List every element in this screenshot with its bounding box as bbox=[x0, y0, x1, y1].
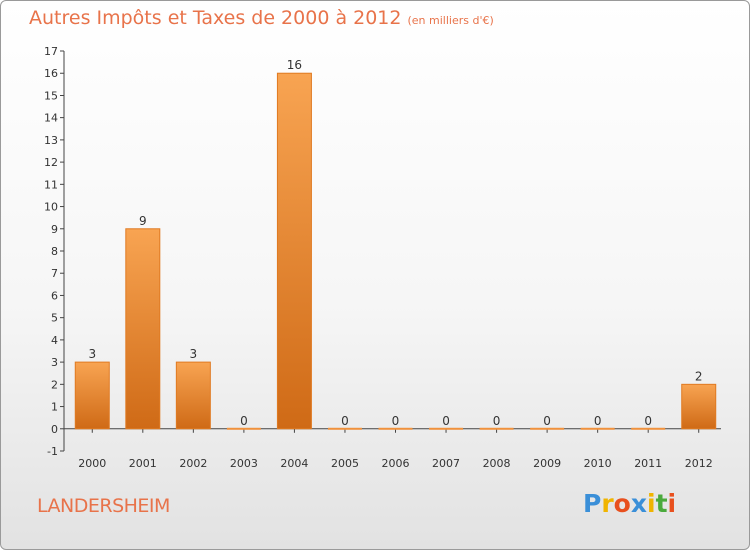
y-tick-label: 2 bbox=[51, 378, 58, 391]
chart-unit: (en milliers d'€) bbox=[407, 14, 494, 27]
bar bbox=[125, 228, 161, 430]
bar bbox=[378, 427, 413, 430]
y-tick-label: 14 bbox=[44, 112, 58, 125]
bar bbox=[681, 383, 717, 430]
value-labels: 3 9 3 0 16 0 0 0 0 0 0 0 2 bbox=[88, 58, 702, 428]
bar bbox=[631, 427, 666, 430]
y-tick-label: 7 bbox=[51, 267, 58, 280]
y-tick-label: 15 bbox=[44, 89, 58, 102]
bar bbox=[327, 427, 362, 430]
value-label: 0 bbox=[392, 414, 400, 428]
logo-letter: P bbox=[583, 489, 602, 518]
y-tick-label: 10 bbox=[44, 201, 58, 214]
x-tick-label: 2008 bbox=[483, 457, 511, 470]
commune-name: LANDERSHEIM bbox=[37, 495, 170, 517]
x-tick-label: 2005 bbox=[331, 457, 359, 470]
y-tick-label: 6 bbox=[51, 289, 58, 302]
bar bbox=[429, 427, 464, 430]
x-tick-label: 2000 bbox=[78, 457, 106, 470]
value-label: 0 bbox=[240, 414, 248, 428]
x-tick-label: 2003 bbox=[230, 457, 258, 470]
bar bbox=[175, 361, 211, 430]
logo-letter: r bbox=[601, 489, 614, 518]
y-tick-label: 9 bbox=[51, 223, 58, 236]
bar bbox=[276, 72, 312, 430]
x-tick-label: 2006 bbox=[382, 457, 410, 470]
value-label: 0 bbox=[341, 414, 349, 428]
y-tick-label: -1 bbox=[47, 445, 58, 458]
logo-letter: o bbox=[613, 489, 631, 518]
logo-letter: i bbox=[667, 489, 677, 518]
y-tick-label: 1 bbox=[51, 401, 58, 414]
value-label: 16 bbox=[287, 58, 302, 72]
bar bbox=[580, 427, 615, 430]
x-tick-label: 2011 bbox=[634, 457, 662, 470]
x-tick-label: 2004 bbox=[280, 457, 308, 470]
y-tick-label: 3 bbox=[51, 356, 58, 369]
y-tick-label: 13 bbox=[44, 134, 58, 147]
x-tick-label: 2007 bbox=[432, 457, 460, 470]
bars bbox=[74, 72, 717, 430]
y-tick-label: 12 bbox=[44, 156, 58, 169]
value-label: 3 bbox=[88, 347, 96, 361]
value-label: 0 bbox=[442, 414, 450, 428]
value-label: 2 bbox=[695, 369, 703, 383]
x-tick-label: 2010 bbox=[584, 457, 612, 470]
value-label: 3 bbox=[190, 347, 198, 361]
bar bbox=[530, 427, 565, 430]
y-tick-label: 16 bbox=[44, 67, 58, 80]
y-tick-label: 8 bbox=[51, 245, 58, 258]
value-label: 0 bbox=[594, 414, 602, 428]
y-tick-label: 17 bbox=[44, 45, 58, 58]
y-tick-label: 0 bbox=[51, 423, 58, 436]
logo-letter: i bbox=[647, 489, 656, 518]
x-tick-label: 2001 bbox=[129, 457, 157, 470]
chart-title-text: Autres Impôts et Taxes de 2000 à 2012 bbox=[29, 7, 402, 29]
y-tick-label: 5 bbox=[51, 312, 58, 325]
y-tick-label: 4 bbox=[51, 334, 58, 347]
value-label: 0 bbox=[493, 414, 501, 428]
bar bbox=[226, 427, 261, 430]
bar bbox=[74, 361, 110, 430]
chart-title: Autres Impôts et Taxes de 2000 à 2012 (en… bbox=[29, 7, 494, 29]
value-label: 9 bbox=[139, 214, 147, 228]
x-tick-label: 2002 bbox=[179, 457, 207, 470]
logo-letter: t bbox=[655, 489, 668, 518]
proxiti-logo: Proxiti bbox=[583, 489, 676, 518]
value-label: 0 bbox=[644, 414, 652, 428]
x-tick-label: 2012 bbox=[685, 457, 713, 470]
bar bbox=[479, 427, 514, 430]
value-label: 0 bbox=[543, 414, 551, 428]
y-tick-label: 11 bbox=[44, 178, 58, 191]
logo-letter: x bbox=[630, 489, 647, 518]
x-tick-label: 2009 bbox=[533, 457, 561, 470]
